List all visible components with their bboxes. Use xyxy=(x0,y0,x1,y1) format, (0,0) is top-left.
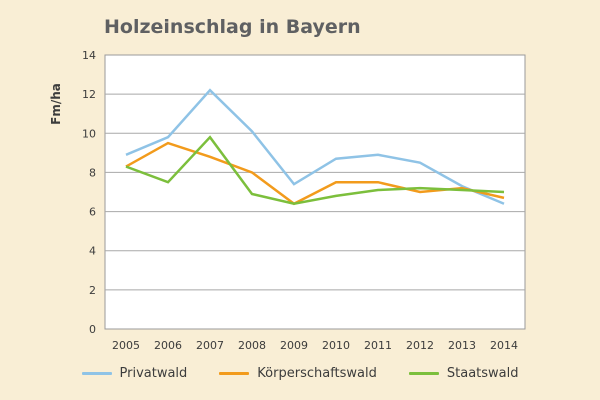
y-tick-label: 12 xyxy=(82,88,96,101)
x-tick-label: 2010 xyxy=(322,339,350,352)
y-tick-label: 4 xyxy=(89,245,96,258)
series-line-2 xyxy=(125,135,505,206)
legend-item: Körperschaftswald xyxy=(219,366,377,381)
gridlines xyxy=(105,93,525,291)
legend-item: Privatwald xyxy=(81,366,188,381)
x-tick-label: 2005 xyxy=(112,339,140,352)
legend-swatch xyxy=(219,372,250,375)
y-axis-label: Fm/ha xyxy=(49,83,63,125)
series-lines xyxy=(125,88,505,206)
legend-label: Privatwald xyxy=(119,366,188,381)
legend-swatch xyxy=(81,372,112,375)
chart-title: Holzeinschlag in Bayern xyxy=(104,16,361,38)
x-tick-label: 2011 xyxy=(364,339,392,352)
legend-label: Staatswald xyxy=(446,366,519,381)
y-tick-labels: 0 2 4 6 8 10 12 14 xyxy=(82,49,96,336)
x-tick-label: 2008 xyxy=(238,339,266,352)
y-tick-label: 10 xyxy=(82,127,96,140)
x-tick-label: 2014 xyxy=(490,339,518,352)
legend-label: Körperschaftswald xyxy=(257,366,377,381)
x-tick-label: 2007 xyxy=(196,339,224,352)
y-tick-label: 2 xyxy=(89,284,96,297)
y-tick-label: 6 xyxy=(89,206,96,219)
y-tick-label: 0 xyxy=(89,323,96,336)
x-tick-label: 2012 xyxy=(406,339,434,352)
x-tick-label: 2006 xyxy=(154,339,182,352)
y-tick-label: 14 xyxy=(82,49,96,62)
legend-item: Staatswald xyxy=(408,366,519,381)
x-tick-label: 2013 xyxy=(448,339,476,352)
legend-swatch xyxy=(408,372,439,375)
series-line-0 xyxy=(125,88,505,205)
y-tick-label: 8 xyxy=(89,166,96,179)
legend: Privatwald Körperschaftswald Staatswald xyxy=(0,366,600,381)
x-tick-labels: 2005 2006 2007 2008 2009 2010 2011 2012 2013 2014 xyxy=(112,339,518,352)
x-tick-label: 2009 xyxy=(280,339,308,352)
